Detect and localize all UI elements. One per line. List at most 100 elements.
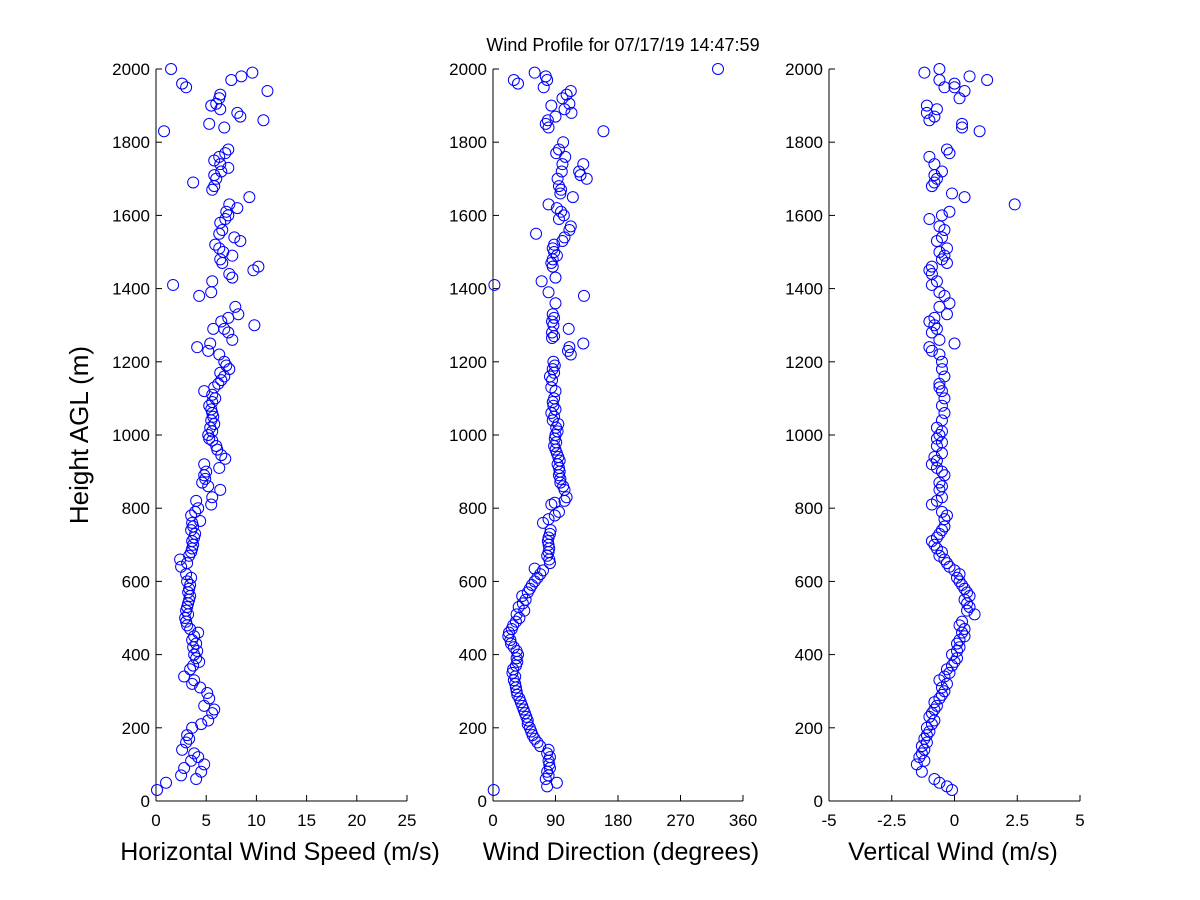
data-point bbox=[935, 385, 948, 398]
data-point bbox=[246, 66, 259, 79]
y-tick-label: 0 bbox=[814, 792, 823, 811]
data-point bbox=[208, 169, 221, 182]
y-tick-label: 800 bbox=[122, 499, 150, 518]
y-tick-label: 1600 bbox=[449, 206, 487, 225]
data-point bbox=[541, 765, 554, 778]
data-point bbox=[208, 180, 221, 193]
data-point bbox=[195, 718, 208, 731]
data-point bbox=[918, 732, 931, 745]
x-tick-label: 0 bbox=[488, 811, 497, 830]
data-point bbox=[214, 253, 227, 266]
data-point bbox=[935, 688, 948, 701]
data-point bbox=[167, 278, 180, 291]
data-point bbox=[181, 729, 194, 742]
y-tick-label: 200 bbox=[795, 719, 823, 738]
data-point bbox=[206, 396, 219, 409]
data-point bbox=[176, 77, 189, 90]
data-point bbox=[935, 505, 948, 518]
y-tick-label: 600 bbox=[459, 572, 487, 591]
data-point bbox=[203, 399, 216, 412]
data-point bbox=[935, 480, 948, 493]
data-point bbox=[218, 121, 231, 134]
data-point bbox=[915, 747, 928, 760]
data-point bbox=[209, 238, 222, 251]
y-tick-label: 400 bbox=[122, 646, 150, 665]
data-point bbox=[181, 619, 194, 632]
x-axis-label: Wind Direction (degrees) bbox=[483, 838, 760, 866]
data-point bbox=[940, 677, 953, 690]
y-tick-label: 600 bbox=[122, 572, 150, 591]
data-point bbox=[933, 549, 946, 562]
data-point bbox=[933, 246, 946, 258]
data-point bbox=[577, 158, 590, 171]
data-point bbox=[943, 666, 956, 679]
data-point bbox=[928, 538, 941, 551]
data-point bbox=[928, 703, 941, 716]
data-point bbox=[252, 260, 265, 273]
data-point bbox=[510, 608, 523, 621]
x-tick-label: 360 bbox=[729, 811, 757, 830]
data-point bbox=[202, 480, 215, 493]
x-tick-label: 15 bbox=[297, 811, 316, 830]
data-point bbox=[546, 308, 559, 321]
y-tick-label: 200 bbox=[122, 719, 150, 738]
data-point bbox=[185, 546, 198, 559]
x-tick-label: 25 bbox=[398, 811, 417, 830]
data-point bbox=[933, 300, 946, 313]
data-point bbox=[219, 213, 232, 226]
data-point bbox=[195, 765, 208, 778]
data-point bbox=[918, 66, 931, 79]
data-point bbox=[205, 498, 218, 511]
data-point bbox=[229, 300, 242, 313]
data-point bbox=[943, 205, 956, 218]
data-point bbox=[564, 84, 577, 97]
data-point bbox=[506, 666, 519, 679]
y-tick-label: 0 bbox=[141, 792, 150, 811]
data-point bbox=[938, 81, 951, 94]
data-point bbox=[580, 172, 593, 185]
data-point bbox=[207, 322, 220, 335]
data-point bbox=[562, 322, 575, 335]
data-point bbox=[546, 332, 559, 345]
y-tick-label: 400 bbox=[459, 646, 487, 665]
data-point bbox=[915, 765, 928, 778]
data-point bbox=[928, 158, 941, 171]
data-point bbox=[183, 582, 196, 595]
data-point bbox=[956, 117, 969, 130]
y-tick-label: 2000 bbox=[785, 60, 823, 79]
data-point bbox=[192, 626, 205, 639]
data-point bbox=[202, 714, 215, 727]
data-point bbox=[973, 125, 986, 138]
data-point bbox=[542, 743, 555, 756]
data-point bbox=[925, 260, 938, 273]
data-point bbox=[502, 626, 515, 639]
data-point bbox=[935, 355, 948, 368]
y-axis-label: Height AGL (m) bbox=[64, 346, 94, 524]
data-point bbox=[555, 165, 568, 178]
data-point bbox=[548, 496, 561, 509]
data-point bbox=[543, 370, 556, 383]
data-point bbox=[222, 143, 235, 156]
x-tick-label: 180 bbox=[604, 811, 632, 830]
data-point bbox=[961, 597, 974, 610]
data-point bbox=[552, 143, 565, 156]
y-tick-labels: 0 200 400 600 800 1000 1200 1400 1600 1800 2000 bbox=[449, 60, 499, 811]
data-point bbox=[530, 227, 543, 240]
data-point bbox=[953, 575, 966, 588]
data-point bbox=[219, 452, 232, 465]
data-point bbox=[541, 535, 554, 548]
data-point bbox=[507, 641, 520, 654]
data-point bbox=[223, 198, 236, 211]
data-point bbox=[217, 246, 230, 258]
data-point bbox=[187, 659, 200, 672]
data-point bbox=[215, 315, 228, 328]
x-axis-label: Horizontal Wind Speed (m/s) bbox=[120, 838, 440, 866]
data-point bbox=[203, 432, 216, 445]
data-point bbox=[573, 165, 586, 178]
data-point bbox=[186, 516, 199, 529]
data-point bbox=[981, 73, 994, 86]
x-tick-labels: 0 5 10 15 20 25 bbox=[151, 795, 416, 830]
data-point bbox=[200, 465, 213, 478]
data-point bbox=[953, 619, 966, 632]
data-point bbox=[557, 480, 570, 493]
